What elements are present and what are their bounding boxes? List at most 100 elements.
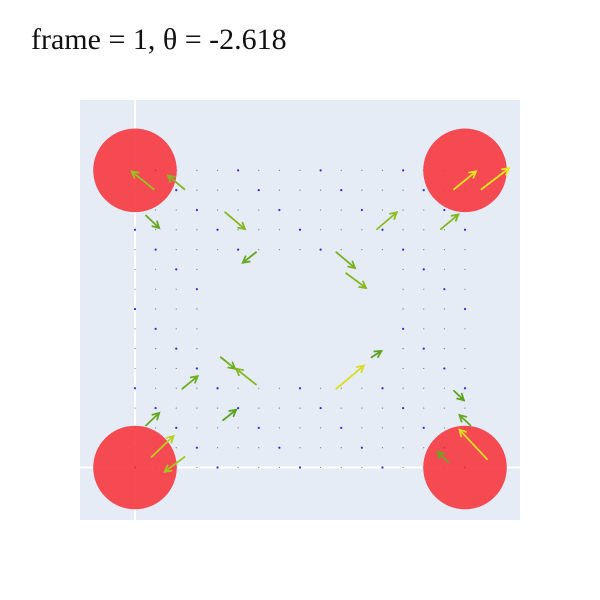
vector-arrow [335,251,357,270]
field-dot [298,228,302,231]
field-dot [443,348,445,350]
vector-arrows [130,167,511,473]
field-dot [402,248,405,251]
arrow-shaft [145,411,161,427]
field-dot [196,308,198,310]
field-dot [340,169,342,171]
arrow-head [163,464,173,473]
field-dot [402,427,404,429]
field-dot [195,446,198,449]
field-dot [299,248,301,251]
field-dot [422,426,425,429]
field-dot [402,169,405,172]
field-dot [361,169,363,171]
arrow-head [234,367,244,377]
vector-arrow [436,450,450,464]
field-dot [340,447,342,449]
field-dot [422,189,425,192]
field-dot [133,228,137,231]
field-dot [320,229,322,231]
field-dot [381,387,384,390]
field-dot [175,189,178,192]
arrow-head [347,260,357,270]
field-dot [196,387,198,389]
field-dot [464,407,466,409]
field-dot [155,367,157,370]
field-dot [216,209,219,211]
field-dot [155,229,157,231]
vector-arrow [145,411,161,427]
arrow-shaft [224,211,246,231]
field-dot [195,208,198,212]
field-dot [278,229,280,231]
field-dot [464,348,466,350]
field-dot [278,169,280,171]
arrow-head [130,170,140,179]
field-dot [381,169,384,171]
vector-arrow [234,367,257,386]
chart-title: frame = 1, θ = -2.618 [31,23,287,56]
field-dot [175,407,177,409]
vector-arrow [224,211,247,231]
field-dot [258,248,260,251]
field-dot [381,407,384,409]
arrow-shaft [480,167,510,191]
field-dot [443,407,445,409]
field-dot [154,327,157,330]
field-dot [320,387,322,389]
obstacle-4 [423,128,507,213]
field-dot [361,387,363,389]
field-dot [196,466,198,469]
field-dot [320,209,322,211]
field-dot [402,308,404,310]
field-dot [216,248,219,251]
field-dot [216,447,219,449]
field-dot [258,447,260,449]
field-dot [299,407,301,409]
vector-arrow [458,413,472,427]
field-dot [195,288,198,291]
field-dot [340,229,342,231]
field-dot [361,248,363,251]
field-dot [216,466,219,469]
field-dot [237,466,239,469]
field-dot [463,228,467,231]
arrow-head [166,174,176,184]
vector-arrow [439,213,460,231]
vector-arrow [453,170,478,191]
field-dot [237,447,239,449]
field-dot [320,189,322,191]
obstacles [93,128,507,510]
arrow-shaft [145,214,161,230]
vector-arrow [219,356,237,370]
field-dot [257,189,260,192]
field-dot [402,327,405,330]
field-dot [175,209,177,211]
arrow-shaft [436,450,450,464]
field-dot [155,209,157,211]
arrow-head [241,255,251,264]
field-dot [298,387,302,390]
field-dot [381,447,384,449]
field-dot [237,209,239,211]
field-dot [464,328,466,330]
field-dot [464,268,466,270]
arrow-head [458,428,468,438]
field-dot [402,367,404,370]
field-dot [423,209,425,211]
field-dot [320,447,322,449]
field-dot [298,466,302,469]
field-dot [257,426,260,429]
arrow-head [356,364,366,374]
field-dot [360,446,363,449]
arrow-shaft [335,364,365,390]
field-dot [258,466,260,469]
field-dot [423,328,425,330]
field-dot [443,248,445,251]
field-dot [402,348,404,350]
vector-arrow [181,374,200,390]
vector-arrow [222,408,238,422]
field-dot [175,248,177,251]
field-dot [299,427,301,429]
arrow-head [151,220,161,230]
